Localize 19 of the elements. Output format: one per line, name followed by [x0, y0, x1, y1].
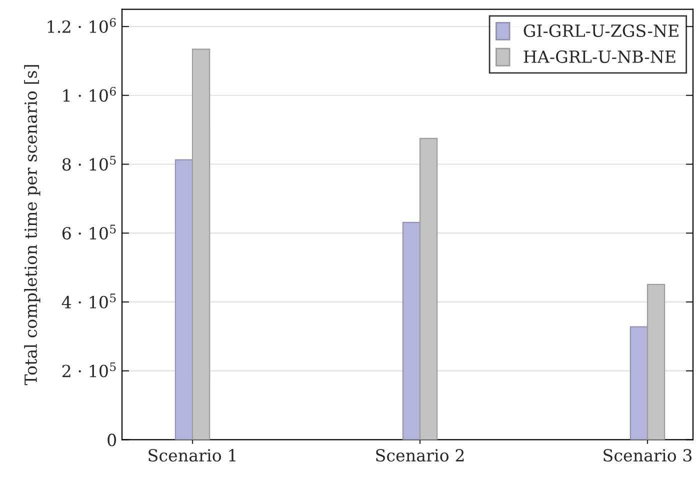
x-tick-label: Scenario 1 [148, 449, 236, 462]
x-tick-label: Scenario 3 [604, 449, 692, 462]
bar [630, 326, 648, 440]
bar [192, 48, 210, 440]
y-tick-label: 1 · 10$^{6}$ [63, 86, 116, 102]
y-tick-label: 1.2 · 10$^{6}$ [48, 18, 116, 33]
bar [174, 159, 194, 440]
legend-label: GI-GRL-U-ZGS-NE [524, 24, 678, 38]
y-tick-label: 8 · 10$^{5}$ [62, 156, 116, 171]
y-tick-label: 0 [108, 434, 116, 446]
legend-label: HA-GRL-U-NB-NE [524, 50, 676, 64]
y-tick-label: 6 · 10$^{5}$ [62, 224, 116, 240]
bar [419, 138, 438, 440]
y-axis-title: Total completion time per scenario [s] [24, 65, 40, 386]
y-tick-label: 2 · 10$^{5}$ [62, 362, 116, 378]
y-tick-label: 4 · 10$^{5}$ [62, 294, 116, 308]
bar [402, 222, 421, 440]
x-tick-label: Scenario 2 [376, 449, 464, 462]
bar [646, 284, 666, 440]
